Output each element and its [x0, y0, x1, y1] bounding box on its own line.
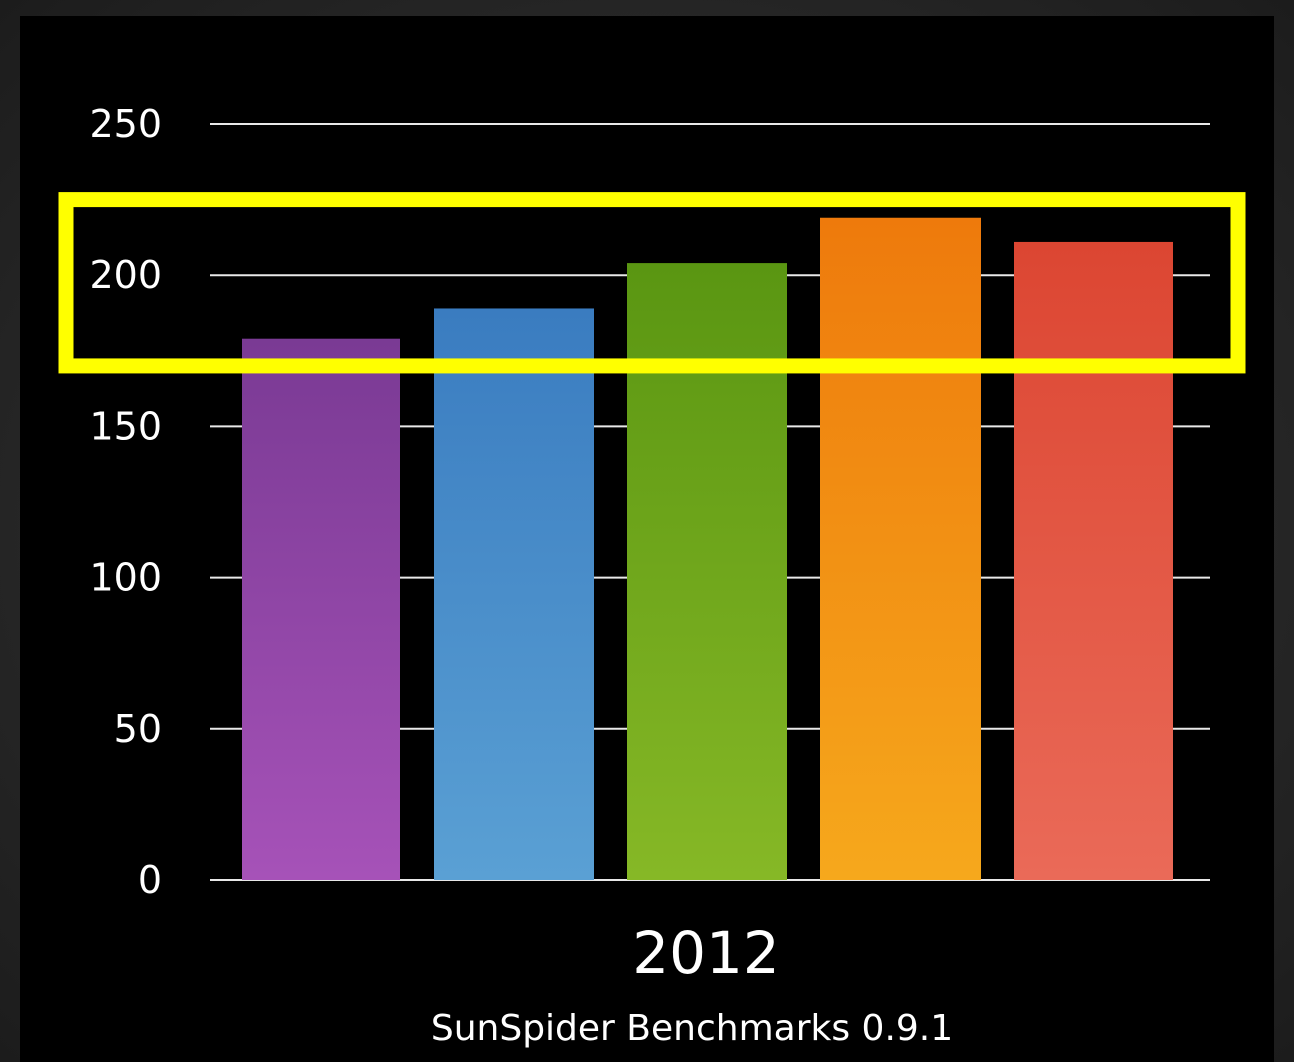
bar-5 — [1014, 241, 1173, 880]
bar-3 — [627, 263, 787, 880]
bar-1 — [242, 338, 400, 881]
y-tick-label-150: 150 — [89, 404, 162, 448]
y-tick-label-100: 100 — [89, 556, 162, 600]
y-tick-label-250: 250 — [89, 102, 162, 146]
y-tick-label-50: 50 — [114, 707, 162, 751]
bar-4 — [820, 217, 981, 880]
x-category-label: 2012 — [632, 919, 780, 987]
bars — [242, 217, 1173, 881]
highlight-box — [58, 192, 1246, 374]
y-tick-label-0: 0 — [138, 858, 162, 902]
bar-2 — [434, 308, 594, 880]
chart-caption: SunSpider Benchmarks 0.9.1 — [431, 1008, 953, 1049]
y-axis-ticks: 0 50 100 150 200 250 — [89, 102, 162, 902]
y-tick-label-200: 200 — [89, 253, 162, 297]
